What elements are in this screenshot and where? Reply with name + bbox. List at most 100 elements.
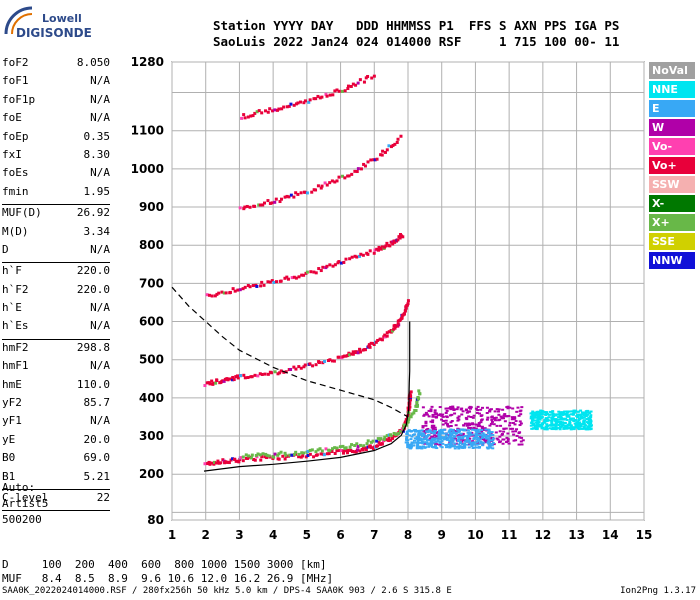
- param-row: h`F2 220.0: [2, 283, 110, 301]
- echo-point: [577, 414, 581, 417]
- echo-point: [436, 440, 440, 443]
- echo-point: [498, 440, 502, 443]
- echo-point: [213, 460, 217, 464]
- echo-point: [458, 446, 462, 449]
- param-value: 85.7: [83, 396, 111, 410]
- echo-point: [323, 181, 327, 185]
- echo-point: [480, 430, 484, 433]
- echo-point: [348, 353, 352, 357]
- header-row-values: SaoLuis 2022 Jan24 024 014000 RSF 1 715 …: [213, 34, 620, 49]
- echo-point: [514, 439, 518, 442]
- echo-point: [273, 200, 277, 204]
- echo-point: [335, 179, 339, 183]
- echo-point: [321, 361, 325, 365]
- echo-point: [495, 408, 499, 411]
- legend-item-sse: SSE: [649, 233, 695, 250]
- echo-point: [259, 458, 263, 462]
- echo-point: [539, 409, 543, 412]
- echo-point: [560, 411, 564, 414]
- echo-point: [283, 276, 287, 280]
- echo-point: [441, 442, 445, 445]
- echo-point: [449, 445, 453, 448]
- echo-point: [398, 318, 402, 322]
- echo-point: [454, 442, 458, 445]
- echo-point: [350, 352, 354, 356]
- echo-point: [565, 411, 569, 414]
- echo-point: [444, 419, 448, 422]
- echo-point: [432, 439, 436, 442]
- echo-point: [299, 366, 303, 370]
- param-row: B0 69.0: [2, 451, 110, 469]
- echo-point: [558, 428, 562, 431]
- echo-point: [551, 426, 555, 429]
- echo-point: [544, 426, 548, 429]
- echo-point: [508, 421, 512, 424]
- echo-point: [343, 176, 347, 180]
- echo-point: [479, 434, 483, 437]
- echo-point: [434, 446, 438, 449]
- echo-point: [376, 437, 380, 441]
- echo-point: [330, 450, 334, 454]
- echo-point: [532, 411, 536, 414]
- param-value: N/A: [90, 359, 110, 373]
- muf-frequency-values: 8.4 8.5 8.9 9.6 10.6 12.0 16.2 26.9 [MHz…: [41, 572, 334, 585]
- echo-point: [579, 416, 583, 419]
- echo-point: [410, 412, 414, 416]
- echo-point: [552, 415, 556, 418]
- echo-point: [572, 428, 576, 431]
- echo-point: [389, 433, 393, 437]
- echo-point: [335, 449, 339, 453]
- echo-point: [394, 324, 398, 328]
- echo-point: [511, 421, 515, 424]
- echo-point: [555, 413, 559, 416]
- echo-point: [424, 420, 428, 423]
- echo-point: [588, 416, 592, 419]
- echo-point: [303, 190, 307, 194]
- echo-point: [559, 425, 563, 428]
- echo-point: [582, 416, 586, 419]
- echo-point: [277, 107, 281, 111]
- echo-point: [446, 437, 450, 440]
- echo-point: [579, 409, 583, 412]
- x-tick-label: 13: [568, 528, 585, 542]
- echo-point: [463, 422, 467, 425]
- echo-point: [554, 426, 558, 429]
- echo-point: [395, 140, 399, 144]
- echo-point: [277, 457, 281, 461]
- echo-point: [433, 444, 437, 447]
- echo-point: [316, 184, 320, 188]
- echo-point: [565, 426, 569, 429]
- echo-point: [468, 441, 472, 444]
- echo-point: [469, 423, 473, 426]
- polarization-legend: NoVal NNE E W Vo- Vo+ SSW X- X+ SSE NNW: [649, 62, 695, 271]
- echo-point: [465, 424, 469, 427]
- echo-point: [561, 423, 565, 426]
- echo-point: [294, 367, 298, 371]
- echo-point: [556, 418, 560, 421]
- echo-point: [453, 412, 457, 415]
- echo-point: [532, 413, 536, 416]
- echo-point: [539, 416, 543, 419]
- echo-point: [412, 444, 416, 447]
- echo-point: [231, 375, 235, 379]
- echo-point: [406, 444, 410, 447]
- echo-point: [324, 447, 328, 451]
- param-row: yF1 N/A: [2, 414, 110, 432]
- echo-point: [215, 379, 219, 383]
- echo-point: [576, 427, 580, 430]
- echo-point: [449, 405, 453, 408]
- echo-point: [422, 433, 426, 436]
- echo-point: [375, 439, 379, 443]
- echo-point: [459, 408, 463, 411]
- echo-point: [588, 422, 592, 425]
- param-name: fxI: [2, 147, 22, 161]
- echo-point: [458, 440, 462, 443]
- echo-point: [448, 429, 452, 432]
- echo-point: [471, 416, 475, 419]
- echo-point: [582, 411, 586, 414]
- echo-point: [416, 439, 420, 442]
- echo-point: [220, 290, 224, 294]
- echo-point: [358, 78, 362, 82]
- echo-point: [282, 105, 286, 109]
- echo-point: [481, 436, 485, 439]
